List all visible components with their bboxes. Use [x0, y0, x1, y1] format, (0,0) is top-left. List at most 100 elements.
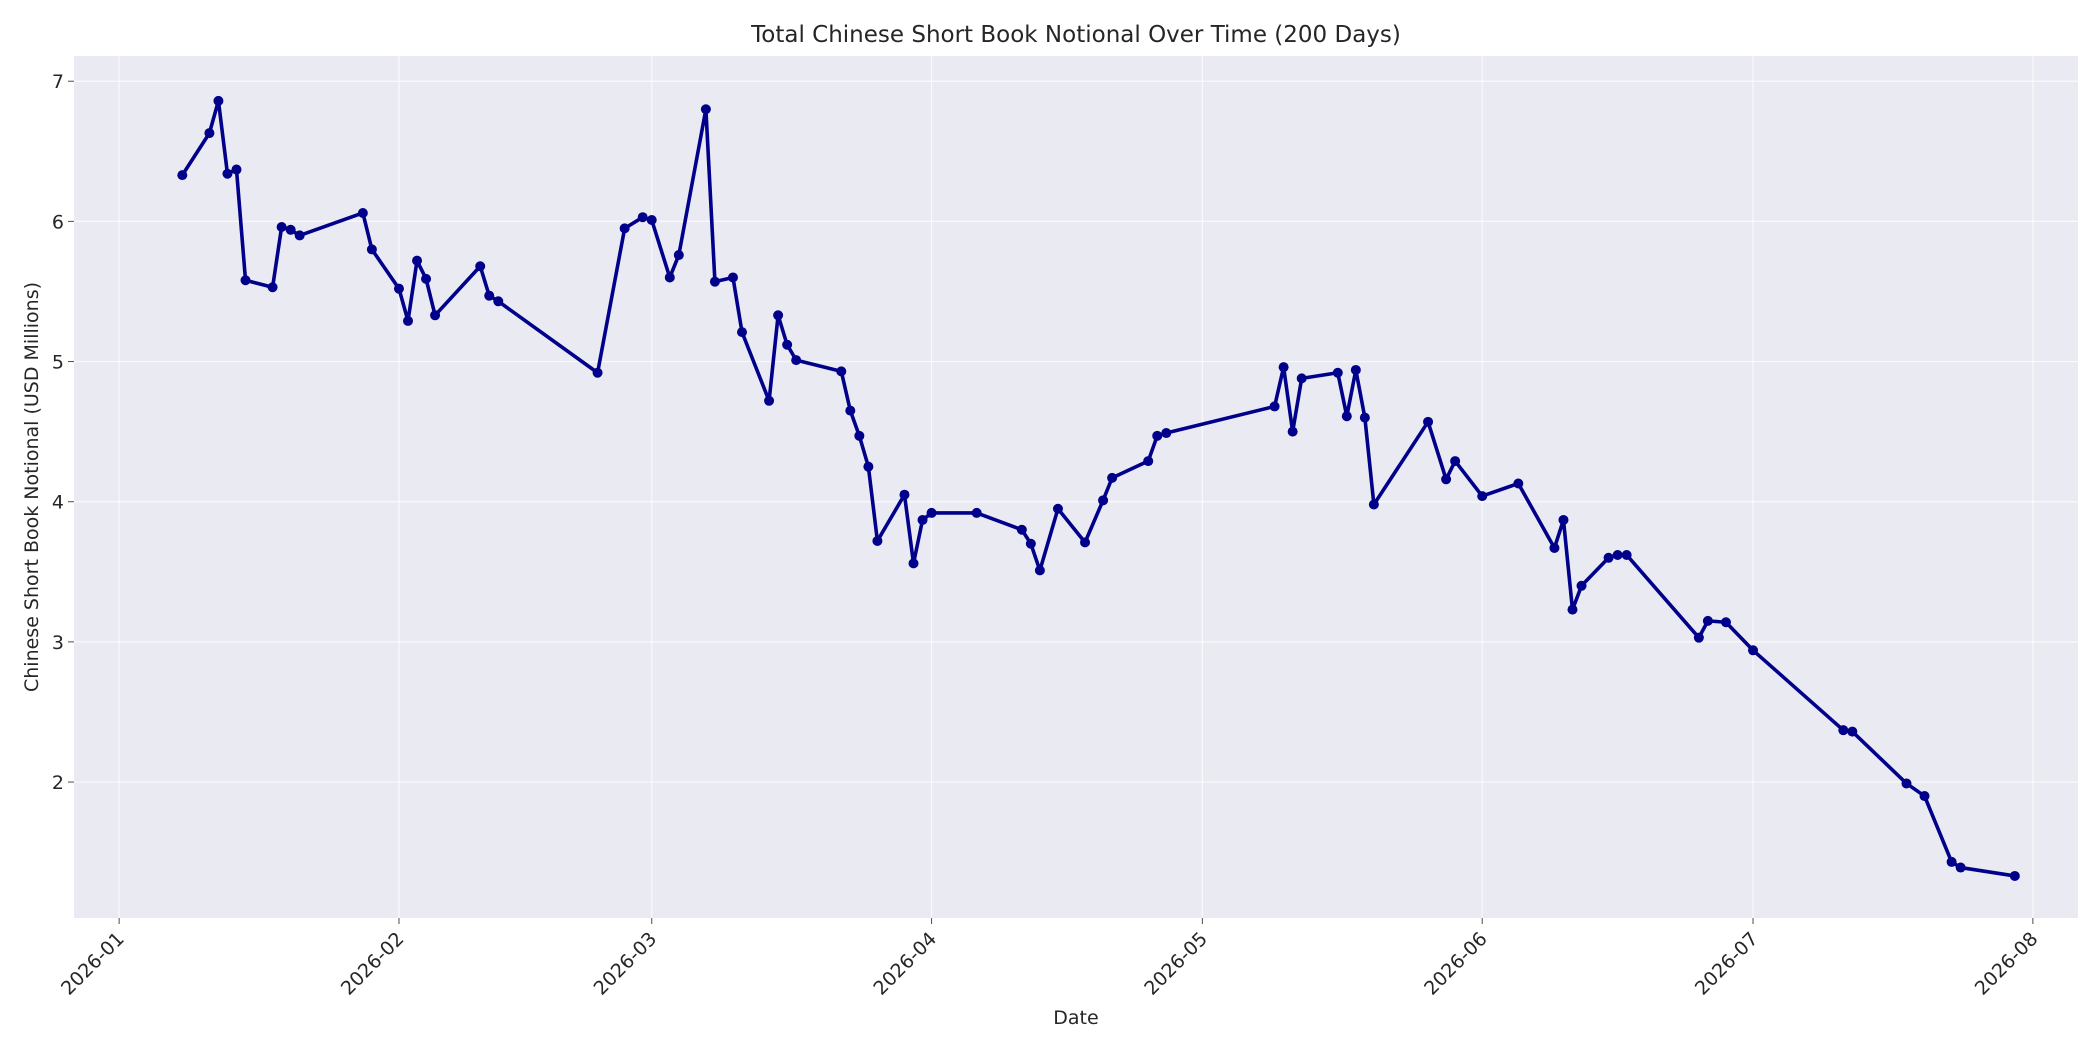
data-point [177, 170, 188, 181]
grid [74, 56, 2078, 918]
x-tick-label: 2026-08 [1971, 928, 2043, 1000]
data-point [1567, 604, 1578, 615]
data-point [926, 507, 937, 518]
data-point [1477, 491, 1488, 502]
data-point [1269, 401, 1280, 412]
data-point [357, 207, 368, 218]
data-point [619, 223, 630, 234]
data-point [1576, 580, 1587, 591]
x-tick-label: 2026-01 [57, 928, 129, 1000]
data-point [971, 507, 982, 518]
y-tick-label: 2 [52, 772, 64, 794]
plot-background [74, 56, 2078, 918]
data-point [1034, 565, 1045, 576]
data-point [285, 224, 296, 235]
data-point [1919, 791, 1930, 802]
data-point [1143, 456, 1154, 467]
data-point [1423, 416, 1434, 427]
data-point [673, 250, 684, 261]
data-point [1350, 364, 1361, 375]
x-axis-label: Date [1053, 1007, 1098, 1029]
y-tick-label: 3 [52, 632, 64, 654]
data-point [1368, 499, 1379, 510]
data-point [836, 366, 847, 377]
data-point [1946, 856, 1957, 867]
data-point [1052, 503, 1063, 514]
data-point [484, 290, 495, 301]
data-point [1080, 537, 1091, 548]
y-tick-label: 6 [52, 211, 64, 233]
data-point [1513, 478, 1524, 489]
data-point [863, 461, 874, 472]
data-point [412, 255, 423, 266]
y-tick-label: 5 [52, 352, 64, 374]
data-point [1720, 617, 1731, 628]
data-point [791, 355, 802, 366]
data-point [872, 535, 883, 546]
data-point [1955, 862, 1966, 873]
series-group [177, 95, 2020, 881]
data-point [727, 272, 738, 283]
data-point [222, 168, 233, 179]
data-point [1016, 524, 1027, 535]
data-point [1296, 373, 1307, 384]
data-point [845, 405, 856, 416]
data-point [700, 104, 711, 115]
data-point [854, 430, 865, 441]
x-tick-label: 2026-07 [1691, 928, 1763, 1000]
data-point [1549, 542, 1560, 553]
data-point [1748, 645, 1759, 656]
data-point [1603, 552, 1614, 563]
y-axis-label: Chinese Short Book Notional (USD Million… [21, 282, 43, 692]
data-point [1332, 367, 1343, 378]
x-tick-label: 2026-06 [1420, 928, 1492, 1000]
data-point [1359, 412, 1370, 423]
data-point [204, 128, 215, 139]
data-point [1702, 615, 1713, 626]
x-tick-label: 2026-05 [1140, 928, 1212, 1000]
data-point [737, 327, 747, 338]
data-point [764, 395, 775, 406]
data-point [592, 367, 603, 378]
data-point [908, 558, 919, 569]
data-point [1025, 538, 1036, 549]
data-point [231, 164, 242, 175]
data-point [267, 282, 278, 293]
data-point [1558, 514, 1569, 525]
data-point [1450, 456, 1461, 467]
data-point [213, 95, 224, 106]
y-tick-label: 4 [52, 492, 64, 514]
data-point [773, 310, 784, 321]
x-tick-label: 2026-03 [590, 928, 662, 1000]
data-point [1441, 474, 1452, 485]
data-point [2009, 870, 2020, 881]
data-point [1287, 426, 1298, 437]
data-point [493, 296, 504, 307]
data-point [421, 273, 432, 284]
data-point [1693, 632, 1704, 643]
data-point [1621, 549, 1632, 560]
data-point [1612, 549, 1623, 560]
data-point [1161, 428, 1172, 439]
data-point [430, 310, 441, 321]
data-point [1901, 778, 1912, 789]
data-point [917, 514, 928, 525]
y-tick-label: 7 [52, 71, 64, 93]
x-tick-label: 2026-04 [869, 928, 941, 1000]
data-point [403, 315, 413, 326]
data-point [782, 339, 793, 350]
chart-title: Total Chinese Short Book Notional Over T… [750, 22, 1401, 48]
data-point [1152, 430, 1163, 441]
data-point [393, 283, 404, 294]
data-point [1098, 495, 1109, 506]
data-point [366, 244, 377, 255]
data-point [1278, 362, 1289, 373]
data-point [646, 214, 657, 225]
data-point [240, 275, 251, 286]
data-point [1341, 411, 1352, 422]
data-point [709, 276, 720, 287]
data-point [475, 261, 486, 272]
x-tick-label: 2026-02 [337, 928, 409, 1000]
